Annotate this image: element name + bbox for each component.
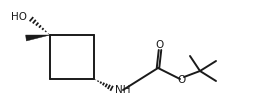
Text: O: O bbox=[177, 75, 185, 85]
Text: NH: NH bbox=[115, 85, 130, 95]
Polygon shape bbox=[26, 35, 50, 41]
Text: HO: HO bbox=[11, 12, 27, 22]
Text: O: O bbox=[156, 40, 164, 50]
